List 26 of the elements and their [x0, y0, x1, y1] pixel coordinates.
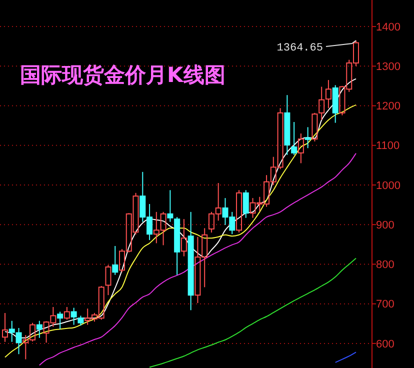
line-series [334, 352, 356, 363]
candlestick [304, 126, 311, 149]
y-tick-label: 900 [376, 219, 394, 232]
y-tick-label: 1200 [376, 100, 400, 113]
candlestick [332, 84, 338, 124]
candlestick [318, 86, 325, 121]
y-tick-label: 800 [376, 259, 394, 272]
y-tick-label: 1000 [376, 180, 400, 192]
candlestick [284, 94, 290, 156]
candlestick [188, 211, 194, 311]
line-series [4, 104, 356, 358]
line-series [149, 258, 356, 368]
candlestick [180, 218, 187, 257]
text: 国际现货金价月K线图 [20, 63, 226, 87]
line-series [38, 152, 356, 366]
candlestick [2, 312, 8, 342]
candlestick [112, 245, 118, 276]
candlestick [298, 132, 304, 164]
y-tick-label: 600 [376, 338, 394, 350]
y-tick-label: 1100 [376, 140, 400, 152]
y-tick-label: 700 [376, 298, 394, 311]
annotation: 1364.65 [276, 42, 323, 55]
candlestick [242, 190, 249, 218]
y-tick-label: 1400 [376, 21, 400, 34]
y-tick-label: 1300 [376, 61, 400, 74]
candlestick [325, 80, 332, 109]
